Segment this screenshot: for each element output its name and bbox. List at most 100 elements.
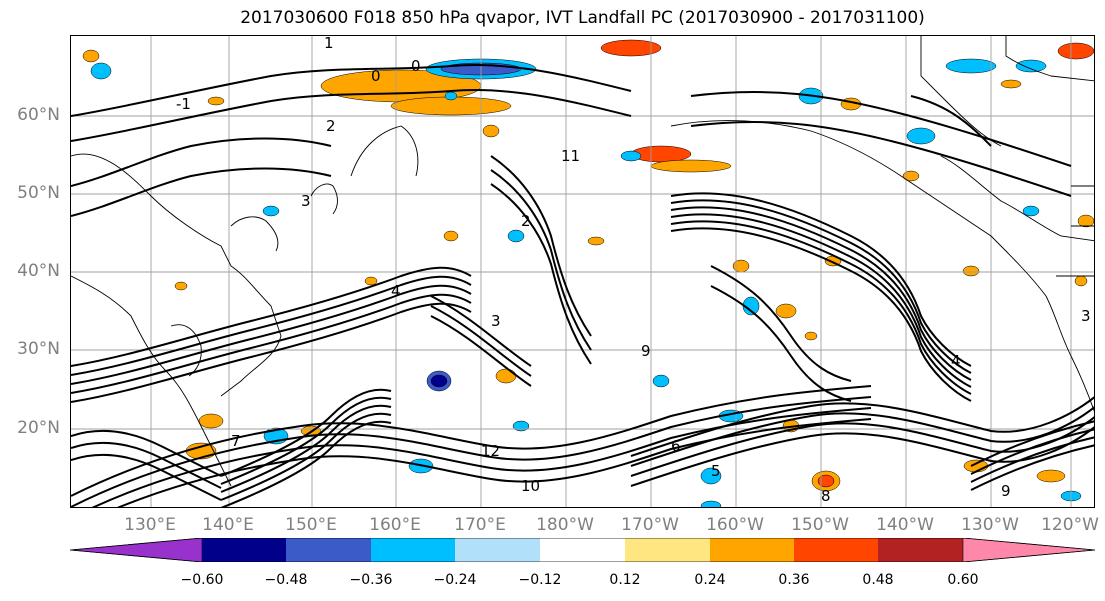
ivt-contour <box>430 295 532 367</box>
lat-label: 50°N <box>17 183 60 203</box>
ivt-contour <box>430 305 532 377</box>
qvapor-patch <box>587 236 605 246</box>
colorbar-tick-label: 0.36 <box>778 572 810 588</box>
coastline <box>1005 36 1094 82</box>
qvapor-patch <box>495 368 517 384</box>
colorbar-segment <box>286 538 371 562</box>
qvapor-patch <box>963 459 989 473</box>
contour-label: 9 <box>1001 482 1011 500</box>
ivt-contour <box>71 302 472 403</box>
ivt-contour <box>670 213 972 388</box>
qvapor-patch <box>174 281 188 291</box>
colorbar-segment <box>794 538 878 562</box>
ivt-contour <box>630 426 1094 487</box>
lon-label: 150°E <box>285 515 337 535</box>
ivt-contour <box>670 227 972 402</box>
qvapor-patch <box>262 205 280 217</box>
coastline <box>170 324 202 377</box>
lon-label: 160°E <box>369 515 421 535</box>
qvapor-patch <box>902 170 920 182</box>
contour-label: 7 <box>231 432 241 450</box>
contour-label: 0 <box>371 67 381 85</box>
lat-label: 40°N <box>17 261 60 281</box>
qvapor-patch <box>650 159 732 173</box>
qvapor-patch <box>600 39 662 57</box>
colorbar-tick-label: −0.24 <box>433 572 477 588</box>
ivt-contour <box>220 388 392 477</box>
ivt-contour <box>117 418 872 507</box>
contour-label: 10 <box>521 477 540 495</box>
ivt-contour <box>670 220 972 395</box>
lat-label: 20°N <box>17 418 60 438</box>
colorbar-tick-label: −0.48 <box>264 572 308 588</box>
contour-label: 12 <box>481 442 500 460</box>
contour-label: 0 <box>411 57 421 75</box>
contour-label: 2 <box>521 212 531 230</box>
qvapor-patch <box>620 150 642 162</box>
ivt-contours <box>71 64 1094 507</box>
qvapor-patch <box>443 230 459 242</box>
ivt-contour <box>630 406 1094 467</box>
qvapor-patch <box>507 229 525 243</box>
contour-label: 2 <box>326 117 336 135</box>
lat-label: 60°N <box>17 105 60 125</box>
lon-label: 180°W <box>536 515 594 535</box>
qvapor-patch <box>1057 42 1094 60</box>
ivt-contour <box>71 266 472 367</box>
colorbar-segment <box>455 538 540 562</box>
lon-label: 160°W <box>706 515 764 535</box>
qvapor-patch <box>1074 275 1088 287</box>
colorbar-tick-label: −0.36 <box>349 572 393 588</box>
ivt-contour <box>970 420 1094 467</box>
qvapor-patch <box>1015 59 1047 73</box>
ivt-contour <box>670 199 972 374</box>
qvapor-patch <box>512 420 530 432</box>
colorbar-tick-label: 0.24 <box>694 572 726 588</box>
ivt-contour <box>670 206 972 381</box>
ivt-contour <box>71 441 222 489</box>
ivt-contour <box>670 192 972 367</box>
qvapor-patch <box>804 331 818 341</box>
coastline <box>310 183 338 215</box>
qvapor-patch <box>1000 79 1022 89</box>
lon-label: 130°E <box>124 515 176 535</box>
lat-label: 30°N <box>17 339 60 359</box>
qvapor-patch <box>962 265 980 277</box>
colorbar-segment <box>371 538 455 562</box>
ivt-contour <box>710 265 852 382</box>
contour-label: 8 <box>821 487 831 505</box>
contour-label: 3 <box>491 312 501 330</box>
qvapor-patch <box>482 124 500 138</box>
ivt-contour <box>490 155 592 337</box>
ivt-contour <box>430 315 532 387</box>
ivt-contour <box>220 420 392 507</box>
qvapor-patch <box>430 374 448 388</box>
ivt-contour <box>91 407 872 507</box>
ivt-contour <box>630 396 1094 457</box>
ivt-contour <box>910 95 992 147</box>
coastline <box>350 125 419 177</box>
qvapor-patch <box>775 303 797 319</box>
ivt-contour <box>71 64 632 117</box>
colorbar-segment <box>202 538 286 562</box>
colorbar-segment <box>710 538 794 562</box>
contour-label: 9 <box>641 342 651 360</box>
qvapor-patch <box>444 91 458 101</box>
contour-label: 3 <box>1081 307 1091 325</box>
contour-label: 4 <box>951 352 961 370</box>
coastline <box>1056 185 1094 277</box>
map-panel[interactable]: 1 0 2 -1 4 3 2 3 9 12 10 8 5 9 3 6 7 4 0 11 <box>70 35 1095 508</box>
coastline <box>940 155 1094 242</box>
ivt-contour <box>220 396 392 485</box>
qvapor-patch <box>207 96 225 106</box>
ivt-contour <box>970 428 1094 475</box>
ivt-contour <box>490 169 592 351</box>
colorbar <box>70 538 1095 562</box>
ivt-contour <box>71 453 222 501</box>
ivt-contour <box>71 275 472 376</box>
contour-label: 6 <box>671 437 681 455</box>
ivt-contour <box>71 167 332 217</box>
ivt-contour <box>690 120 1072 197</box>
